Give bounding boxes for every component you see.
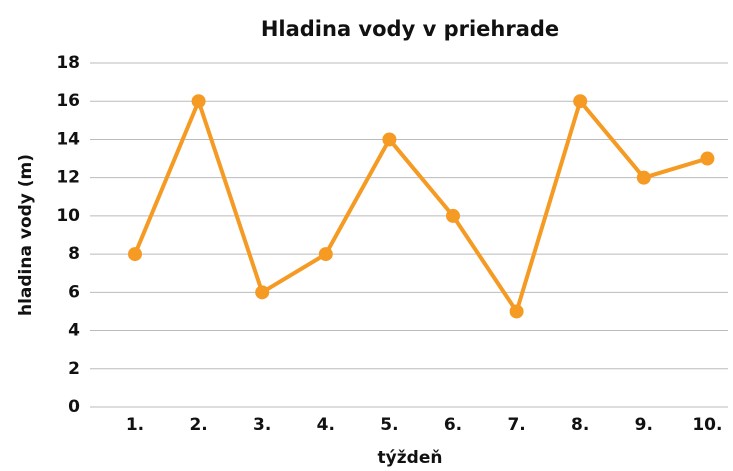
y-tick-label: 2 xyxy=(68,359,80,379)
chart-title: Hladina vody v priehrade xyxy=(261,17,559,41)
data-point xyxy=(255,285,270,300)
x-tick-label: 5. xyxy=(380,415,398,435)
data-line xyxy=(133,99,708,314)
data-point xyxy=(446,208,460,223)
y-tick-label: 8 xyxy=(68,244,80,264)
x-tick-label: 4. xyxy=(317,415,335,435)
x-tick-label: 1. xyxy=(126,415,144,435)
data-point xyxy=(191,94,206,109)
data-point xyxy=(573,94,588,109)
y-tick-label: 12 xyxy=(56,168,80,188)
data-point xyxy=(636,170,651,185)
x-tick-label: 9. xyxy=(635,415,653,435)
data-point xyxy=(509,304,524,319)
y-tick-label: 10 xyxy=(56,206,80,226)
y-axis-label: hladina vody (m) xyxy=(16,154,36,316)
y-tick-label: 6 xyxy=(68,282,80,302)
x-tick-label: 2. xyxy=(189,415,207,435)
y-tick-label: 4 xyxy=(68,321,80,341)
x-tick-label: 8. xyxy=(571,415,589,435)
y-tick-label: 14 xyxy=(56,129,80,149)
x-tick-label: 3. xyxy=(253,415,271,435)
x-tick-label: 6. xyxy=(444,415,462,435)
data-point xyxy=(128,247,142,262)
data-point xyxy=(700,151,715,166)
data-point xyxy=(318,247,333,262)
data-point xyxy=(382,132,397,147)
y-tick-label: 16 xyxy=(56,91,80,111)
y-tick-label: 18 xyxy=(56,53,80,73)
y-tick-label: 0 xyxy=(68,397,80,417)
x-tick-label: 10. xyxy=(692,415,722,435)
x-tick-label: 7. xyxy=(507,415,525,435)
x-axis-label: týždeň xyxy=(378,448,443,468)
